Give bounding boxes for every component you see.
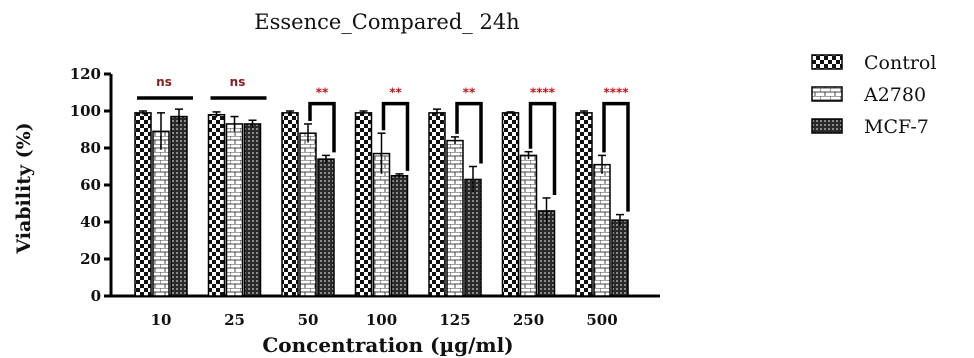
significance-bracket	[528, 101, 557, 195]
significance-label: ****	[603, 86, 629, 100]
bars	[134, 108, 629, 297]
axes: 0 20 40 60 80 100 120 10 25 50 100 125 250 500	[70, 65, 660, 329]
bar-a2780-250	[519, 154, 538, 297]
bar-control-500	[575, 112, 593, 297]
significance-label: ns	[230, 75, 246, 89]
bar-a2780-10	[152, 130, 170, 297]
y-tick-label: 60	[80, 176, 101, 194]
legend-swatch-control	[811, 54, 843, 70]
x-tick-label: 100	[366, 311, 397, 329]
bar-mcf-7-125	[464, 178, 482, 297]
bar-control-50	[281, 112, 299, 297]
bar-a2780-125	[446, 139, 464, 297]
significance-label: ns	[156, 75, 172, 89]
y-tick-label: 40	[80, 213, 101, 231]
legend-label-control: Control	[864, 52, 936, 74]
significance-label: ****	[530, 86, 556, 100]
significance-label: **	[463, 86, 476, 100]
x-tick-label: 50	[298, 311, 319, 329]
significance-label: **	[389, 86, 402, 100]
bar-a2780-500	[593, 163, 611, 297]
y-tick-label: 100	[70, 102, 101, 120]
bar-mcf-7-10	[170, 115, 188, 297]
bar-mcf-7-25	[243, 123, 262, 297]
legend-swatch-mcf-7	[811, 118, 843, 134]
bar-mcf-7-500	[611, 219, 629, 297]
x-tick-label: 500	[586, 311, 617, 329]
significance-bracket	[455, 101, 483, 164]
y-tick-label: 120	[70, 65, 101, 83]
legend-label-a2780: A2780	[863, 84, 926, 106]
significance-bracket	[381, 101, 410, 171]
significance-annotations: ns ns** ** ** **** ****	[137, 75, 630, 212]
significance-bracket	[308, 101, 336, 153]
bar-control-250	[501, 112, 520, 297]
x-tick-label: 10	[151, 311, 172, 329]
bar-control-125	[428, 112, 446, 297]
x-tick-label: 125	[439, 311, 470, 329]
bar-a2780-100	[372, 152, 391, 297]
bar-a2780-50	[299, 132, 317, 297]
bar-mcf-7-100	[390, 175, 409, 297]
bar-control-10	[134, 112, 152, 297]
y-tick-label: 0	[91, 287, 101, 305]
chart-title: Essence_Compared_ 24h	[254, 10, 519, 34]
x-tick-label: 250	[513, 311, 544, 329]
y-tick-label: 80	[80, 139, 101, 157]
y-tick-label: 20	[80, 250, 101, 268]
bar-a2780-25	[225, 123, 244, 297]
significance-label: **	[316, 86, 329, 100]
bar-mcf-7-50	[317, 158, 335, 297]
bar-control-25	[207, 113, 226, 297]
bar-control-100	[354, 112, 373, 297]
x-tick-label: 25	[224, 311, 245, 329]
legend: Control A2780 MCF-7	[811, 52, 936, 138]
significance-bracket	[602, 101, 630, 212]
legend-label-mcf-7: MCF-7	[864, 116, 929, 138]
y-axis-title: Viability (%)	[13, 122, 35, 254]
legend-swatch-a2780	[811, 86, 843, 102]
x-axis-title: Concentration (µg/ml)	[262, 333, 513, 357]
